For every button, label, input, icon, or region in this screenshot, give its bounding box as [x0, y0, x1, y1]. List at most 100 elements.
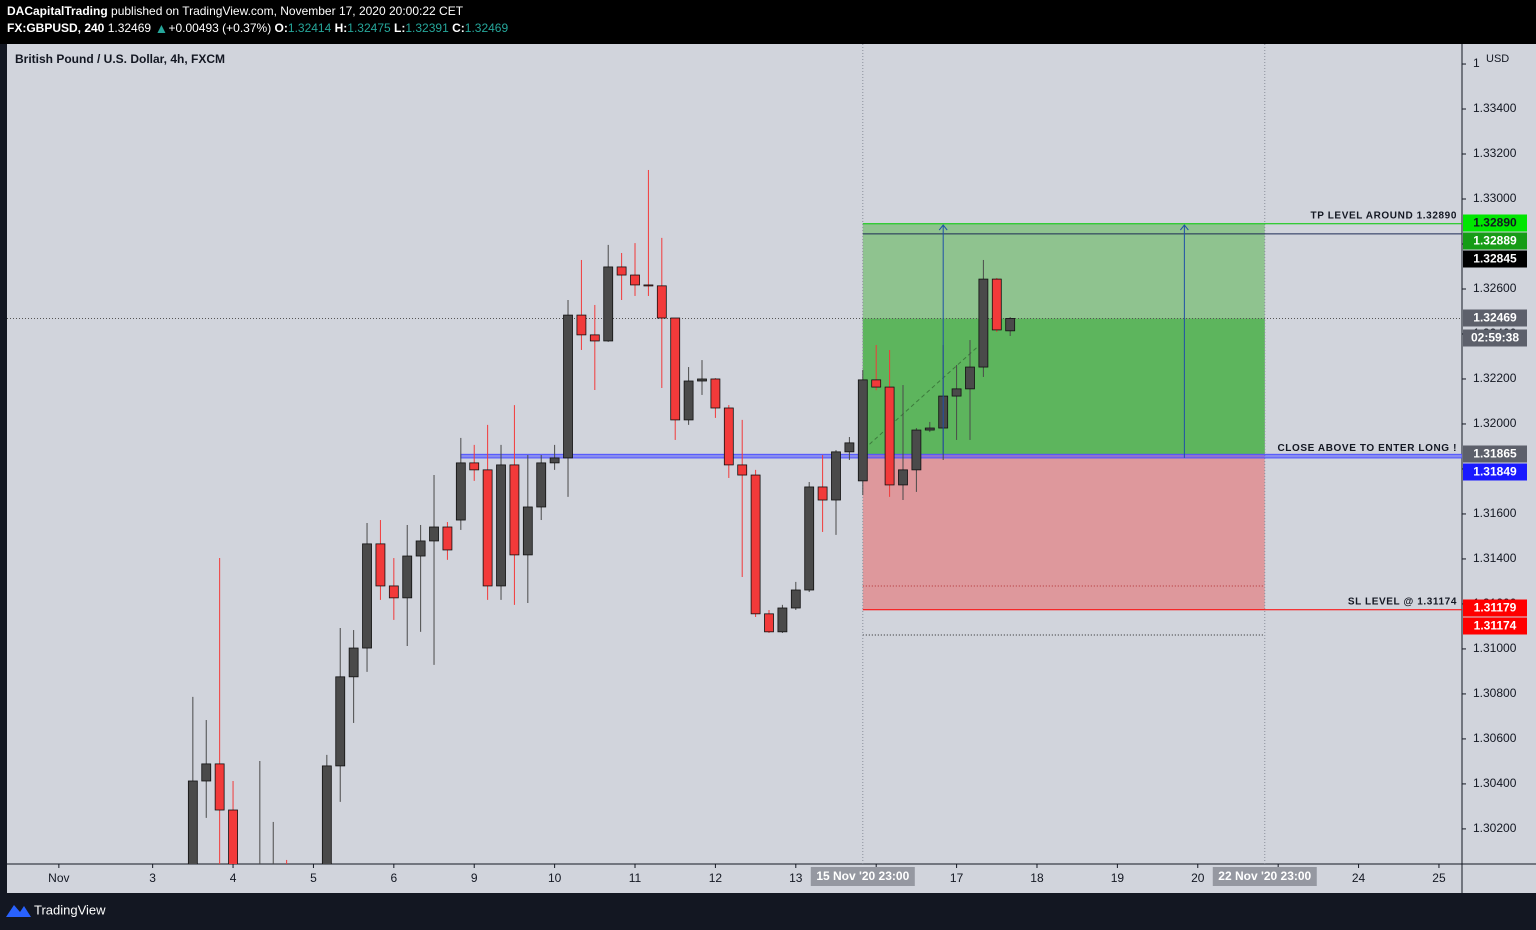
annotation: CLOSE ABOVE TO ENTER LONG !	[1277, 443, 1457, 454]
candle-body	[563, 314, 573, 459]
candle-body	[549, 457, 560, 464]
candle-body	[817, 486, 828, 501]
change-pct: (+0.37%)	[222, 21, 271, 35]
x-tick-label: 9	[471, 871, 478, 885]
y-tick-label: 1.33400	[1473, 101, 1517, 115]
candle-body	[214, 763, 225, 811]
ohlc-value: 1.32475	[347, 21, 391, 35]
candle-body	[482, 469, 493, 587]
position-open-profit	[862, 318, 1265, 455]
price-label: 1.32845	[1473, 252, 1517, 266]
candle-body	[522, 506, 533, 556]
y-tick-label: 1.31000	[1473, 641, 1517, 655]
candle-body	[683, 380, 694, 421]
candle-body	[469, 462, 480, 471]
y-tick-label: 1.30800	[1473, 686, 1517, 700]
candle-body	[737, 464, 748, 476]
date-label-box	[810, 867, 915, 886]
candle-body	[750, 474, 761, 615]
candle-body	[576, 314, 587, 336]
candle-body	[402, 555, 413, 599]
y-tick-label: 1.32200	[1473, 371, 1517, 385]
price-label-box	[1463, 617, 1527, 635]
candle-body	[1005, 318, 1016, 332]
price-label: 1.32889	[1473, 234, 1517, 248]
candle-body	[898, 469, 908, 486]
header-bar	[0, 0, 1536, 44]
candle-body	[991, 278, 1002, 331]
candle-body	[348, 647, 359, 678]
price-label-box	[1463, 463, 1527, 481]
chart-title: British Pound / U.S. Dollar, 4h, FXCM	[15, 52, 225, 66]
candle-body	[871, 379, 882, 388]
ohlc-value: 1.32469	[465, 21, 509, 35]
candle-body	[911, 429, 922, 471]
candle-body	[710, 378, 721, 409]
y-tick-label: 1.31400	[1473, 551, 1517, 565]
last-price: 1.32469	[108, 21, 152, 35]
x-tick-label: 11	[629, 871, 642, 885]
price-label-box	[1463, 309, 1527, 327]
candle-body	[201, 763, 212, 782]
candle-body	[415, 540, 426, 557]
x-tick-label: 10	[548, 871, 562, 885]
plot	[7, 44, 1462, 864]
footer-brand: TradingView	[34, 902, 106, 917]
x-tick-label: 12	[709, 871, 723, 885]
ohlc-value: 1.32414	[288, 21, 332, 35]
published: published on TradingView.com, November 1…	[111, 4, 464, 18]
y-tick-label: 1.32600	[1473, 281, 1517, 295]
y-tick-label: 1	[1473, 56, 1480, 70]
candle-body	[455, 462, 466, 521]
y-tick-label: 1.30400	[1473, 776, 1517, 790]
candle-body	[670, 317, 681, 421]
annotation: TP LEVEL AROUND 1.32890	[1311, 210, 1457, 221]
y-tick-label: 1.33200	[1473, 146, 1517, 160]
y-tick-label: 1.33000	[1473, 191, 1517, 205]
x-tick-label: Nov	[48, 871, 69, 885]
price-label: 1.32890	[1473, 216, 1517, 230]
candle-body	[656, 285, 667, 319]
candle-body	[844, 442, 855, 453]
candle-body	[589, 334, 600, 342]
currency: USD	[1486, 53, 1509, 65]
candle-body	[335, 676, 346, 767]
symbol-line: FX:GBPUSD, 240 1.32469 +0.00493 (+0.37%)…	[7, 21, 508, 35]
price-label: 1.31174	[1474, 619, 1517, 633]
price-label: 1.31179	[1474, 601, 1517, 615]
candle-body	[362, 543, 372, 649]
candle-body	[509, 464, 520, 556]
price-label-box	[1463, 599, 1527, 617]
x-tick-label: 19	[1111, 871, 1125, 885]
arrow-head	[1179, 224, 1189, 231]
candle-body	[429, 526, 439, 542]
candle-body	[978, 278, 989, 368]
candle-body	[777, 607, 788, 633]
x-tick-label: 20	[1191, 871, 1205, 885]
symbol: FX:GBPUSD, 240	[7, 21, 105, 35]
candle-body	[804, 486, 815, 591]
date-label: 15 Nov '20 23:00	[816, 869, 909, 883]
x-tick-label: 4	[230, 871, 237, 885]
y-tick-label: 1.32000	[1473, 416, 1517, 430]
candle-body	[442, 526, 453, 551]
price-label-box	[1463, 250, 1527, 268]
x-tick-label: 25	[1432, 871, 1446, 885]
candle-body	[965, 366, 975, 390]
entry-zone	[460, 453, 1462, 459]
author: DACapitalTrading	[7, 4, 108, 18]
arrow-head	[938, 224, 948, 231]
candle-body	[857, 379, 868, 482]
ohlc-name: H:	[335, 21, 348, 35]
x-tick-label: 6	[390, 871, 397, 885]
candle-body	[603, 266, 614, 342]
candle-body	[187, 780, 198, 864]
x-tick-label: 13	[789, 871, 803, 885]
ohlc-name: O:	[275, 21, 288, 35]
price-label-box	[1463, 214, 1527, 232]
date-label: 22 Nov '20 23:00	[1218, 869, 1311, 883]
annotation: SL LEVEL @ 1.31174	[1348, 596, 1457, 607]
countdown-box	[1463, 329, 1527, 347]
candle-body	[697, 378, 707, 382]
